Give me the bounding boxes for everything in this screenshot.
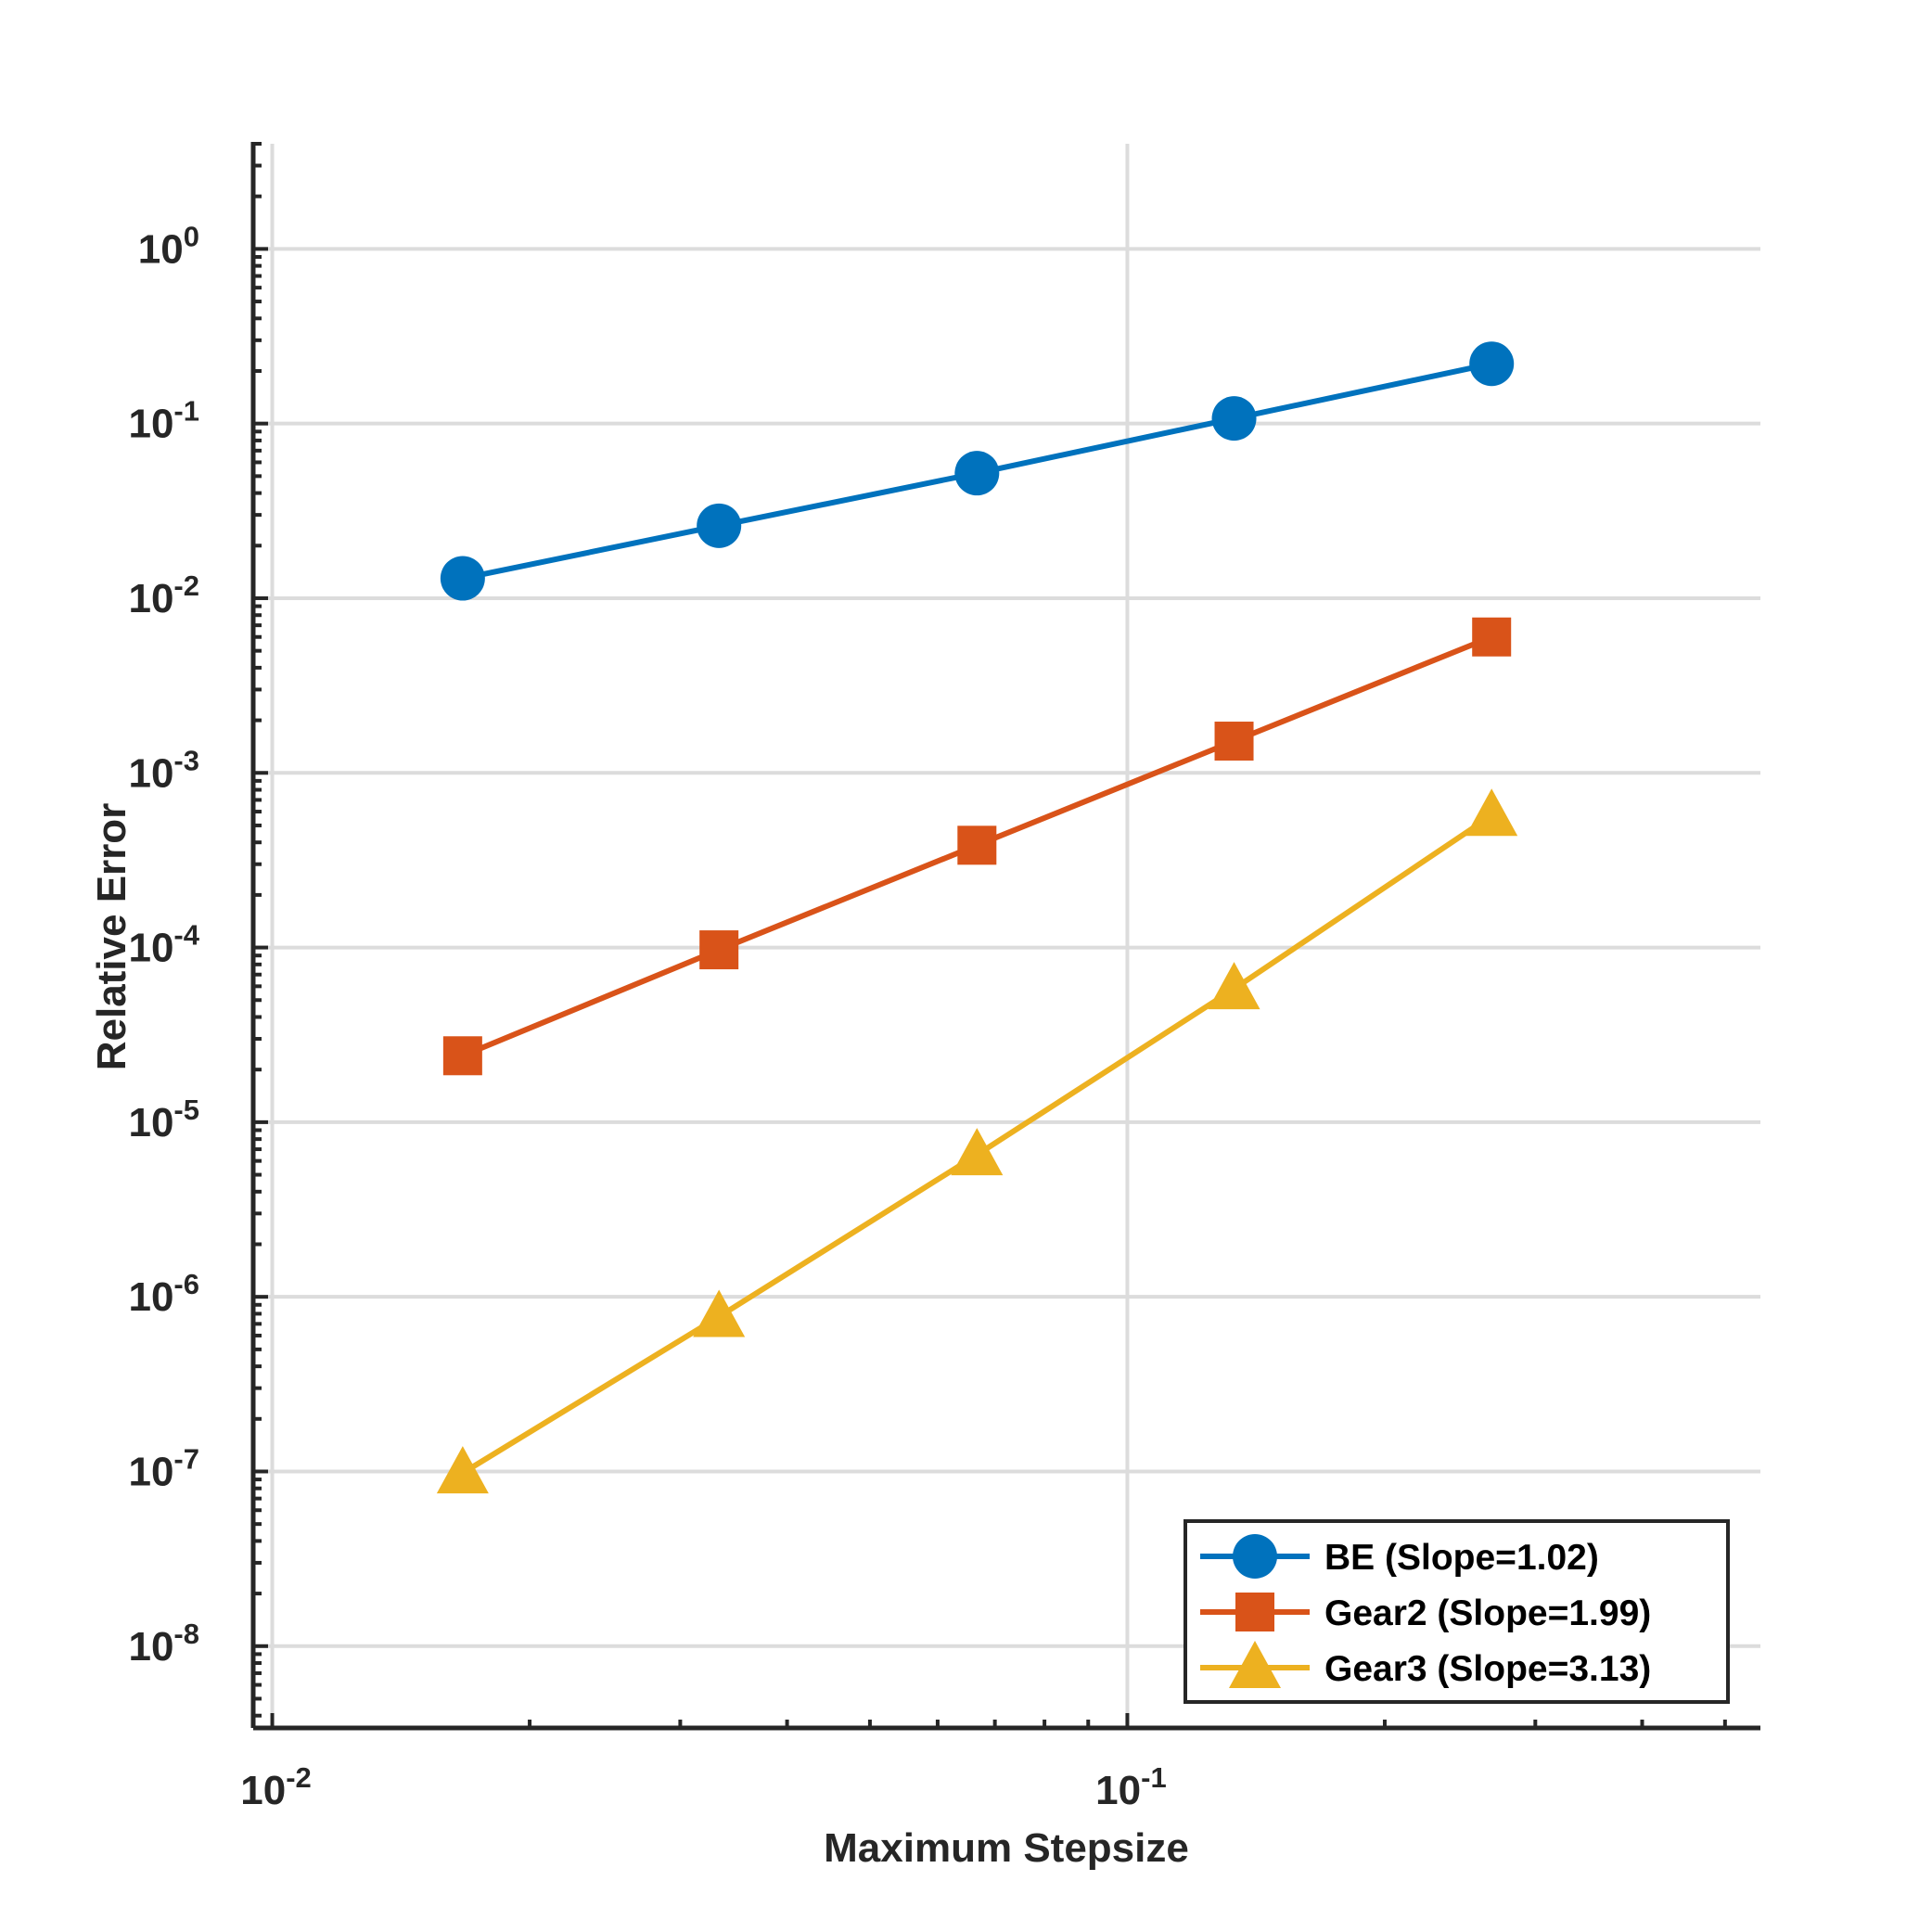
triangle-marker xyxy=(951,1128,1004,1176)
x-tick-label: 10-2 xyxy=(240,1761,312,1813)
square-marker xyxy=(1472,617,1512,657)
y-tick-label: 10-2 xyxy=(128,569,199,621)
triangle-marker xyxy=(436,1446,489,1494)
x-tick-label: 10-1 xyxy=(1095,1761,1167,1813)
legend-item: Gear2 (Slope=1.99) xyxy=(1200,1593,1651,1633)
legend-label: BE (Slope=1.02) xyxy=(1324,1538,1599,1578)
triangle-marker xyxy=(693,1289,746,1337)
plot-series xyxy=(436,341,1518,1494)
square-marker xyxy=(442,1036,482,1076)
circle-marker xyxy=(1469,341,1515,387)
triangle-marker xyxy=(1229,1641,1281,1688)
y-tick-label: 10-6 xyxy=(128,1268,199,1320)
tick-labels: 100 10-1 10-2 10-3 10-4 10-5 10-6 10-7 10-8 10-2 1… xyxy=(128,220,1166,1813)
grid-lines xyxy=(253,144,1760,1728)
y-tick-label: 10-5 xyxy=(128,1094,199,1145)
series-square xyxy=(442,617,1512,1076)
x-axis-label: Maximum Stepsize xyxy=(824,1825,1189,1871)
y-tick-label: 10-4 xyxy=(128,919,199,971)
triangle-marker xyxy=(1208,962,1260,1010)
legend-item: BE (Slope=1.02) xyxy=(1200,1534,1599,1579)
square-marker xyxy=(957,825,997,865)
circle-marker xyxy=(1211,396,1257,441)
triangle-marker xyxy=(1465,788,1518,837)
circle-marker xyxy=(697,503,742,548)
y-tick-label: 100 xyxy=(138,220,199,272)
square-marker xyxy=(699,930,739,970)
circle-marker xyxy=(1233,1534,1277,1579)
circle-marker xyxy=(954,451,1000,496)
y-axis-label: Relative Error xyxy=(89,803,134,1071)
legend: BE (Slope=1.02) Gear2 (Slope=1.99) Gear3 (… xyxy=(1184,1519,1730,1704)
legend-item: Gear3 (Slope=3.13) xyxy=(1200,1641,1651,1689)
y-tick-label: 10-8 xyxy=(128,1618,199,1670)
y-tick-label: 10-3 xyxy=(128,744,199,796)
circle-marker xyxy=(440,556,485,601)
series-triangle xyxy=(436,788,1518,1494)
y-tick-label: 10-1 xyxy=(128,395,199,447)
legend-label: Gear2 (Slope=1.99) xyxy=(1324,1593,1651,1633)
series-circle xyxy=(440,341,1515,601)
square-marker xyxy=(1214,722,1254,761)
legend-label: Gear3 (Slope=3.13) xyxy=(1324,1649,1651,1689)
y-tick-label: 10-7 xyxy=(128,1442,199,1494)
axes xyxy=(250,142,1760,1731)
square-marker xyxy=(1235,1593,1274,1631)
